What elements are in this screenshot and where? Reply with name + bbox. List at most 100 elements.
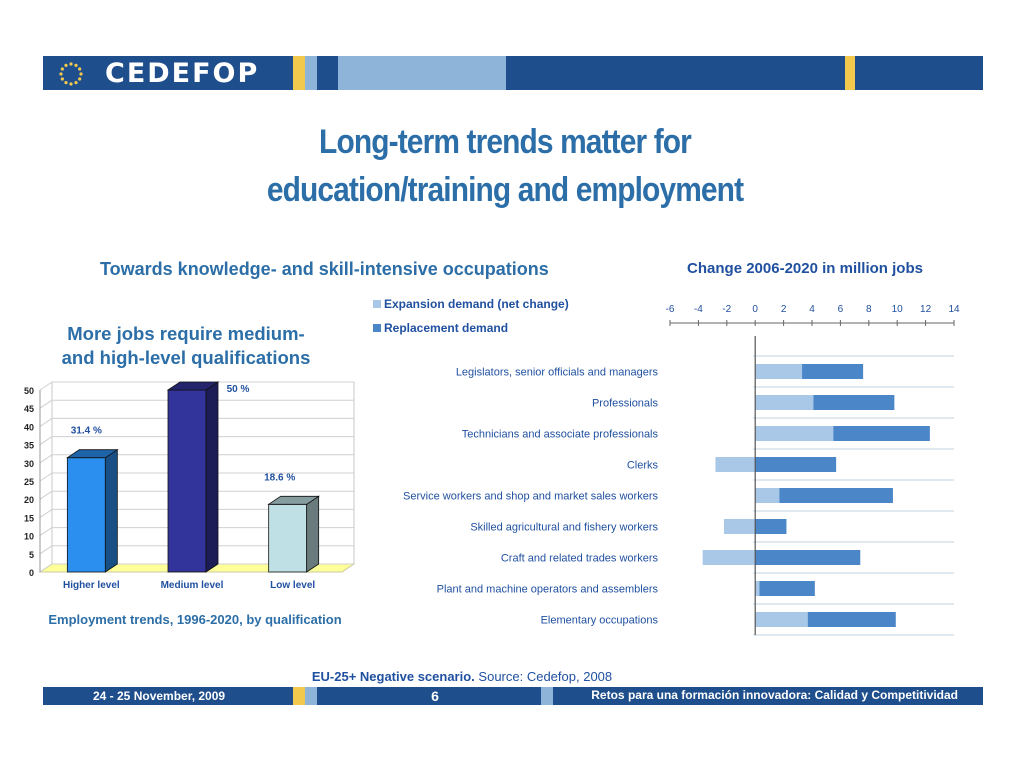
eu-star-icon: [78, 67, 82, 71]
legend-swatch: [373, 324, 381, 332]
expansion-bar: [755, 488, 780, 503]
qualification-bar-chart: 0 5 10 15 20 25 30 35 40 45 50 31.4 % Higher level 50…: [24, 381, 355, 591]
header-light-segment: [305, 56, 317, 90]
x-tick-label: 10: [892, 304, 904, 315]
footer-band: [43, 687, 983, 705]
replacement-bar: [779, 488, 893, 503]
eu-star-icon: [60, 67, 64, 71]
replacement-bar: [833, 426, 930, 441]
legend-swatch: [373, 300, 381, 308]
qualification-heading: More jobs require medium- and high-level…: [40, 322, 332, 370]
page-title: Long-term trends matter for education/tr…: [193, 118, 818, 214]
occupation-label: Craft and related trades workers: [501, 553, 659, 565]
gridline-depth: [39, 490, 53, 500]
legend-entry: Replacement demand: [384, 321, 508, 335]
data-label: 18.6 %: [264, 472, 295, 483]
x-tick-label: 0: [752, 304, 758, 315]
y-tick-label: 25: [24, 477, 34, 487]
bar-top: [166, 381, 220, 391]
footer-light-segment: [305, 687, 317, 705]
y-tick-label: 40: [24, 422, 34, 432]
y-tick-label: 20: [24, 495, 34, 505]
gridline-depth: [39, 472, 53, 482]
x-tick-label: 2: [781, 304, 787, 315]
y-tick-label: 45: [24, 404, 34, 414]
occupation-label: Clerks: [627, 460, 659, 472]
expansion-bar: [755, 364, 803, 379]
x-tick-label: 8: [866, 304, 872, 315]
occupation-label: Professionals: [592, 398, 659, 410]
y-tick-label: 0: [29, 568, 34, 578]
gridline-depth: [39, 563, 53, 573]
footer-light-segment-2: [541, 687, 553, 705]
category-label: Medium level: [161, 580, 224, 591]
footer-event-title: Retos para una formación innovadora: Cal…: [591, 688, 958, 702]
header-light-segment-2: [338, 56, 506, 90]
bar: [167, 389, 207, 573]
page-title-line-1: Long-term trends matter for: [319, 123, 692, 161]
footer-navy-segment-3: [553, 687, 983, 705]
footer-gold-segment: [293, 687, 305, 705]
gridline-depth: [39, 508, 53, 518]
occupation-label: Plant and machine operators and assemble…: [437, 584, 659, 596]
occupation-label: Elementary occupations: [541, 615, 659, 627]
header-gold-segment: [293, 56, 305, 90]
expansion-bar: [755, 426, 834, 441]
header-gold-segment-2: [845, 56, 855, 90]
replacement-bar: [813, 395, 895, 410]
header-logo-segment: [95, 56, 295, 90]
x-tick-label: 14: [948, 304, 960, 315]
footer-date: 24 - 25 November, 2009: [93, 689, 226, 703]
source-text: Source: Cedefop, 2008: [478, 669, 613, 684]
eu-star-icon: [74, 81, 78, 85]
bar-side: [104, 448, 118, 573]
header-band: [43, 56, 983, 90]
header-navy-segment: [43, 56, 95, 90]
section-heading: Towards knowledge- and skill-intensive o…: [100, 259, 549, 279]
expansion-bar: [755, 395, 814, 410]
qualification-heading-line-1: More jobs require medium-: [67, 323, 305, 344]
bar: [66, 457, 106, 573]
y-tick-label: 5: [29, 550, 34, 560]
y-tick-label: 10: [24, 532, 34, 542]
footer-navy-segment-2: [317, 687, 541, 705]
replacement-bar: [759, 581, 815, 596]
expansion-bar: [755, 612, 808, 627]
gridline-depth: [39, 527, 53, 537]
x-tick-label: -2: [722, 304, 731, 315]
page-title-line-2: education/training and employment: [266, 171, 744, 209]
x-tick-label: 12: [920, 304, 932, 315]
qualification-heading-line-2: and high-level qualifications: [61, 347, 311, 368]
occupation-change-chart: -6 -4 -2 0 2 4 6 8 10 12 14 Expansion demand (net c…: [373, 297, 960, 636]
header-navy-segment-4: [855, 56, 983, 90]
replacement-bar: [807, 612, 896, 627]
legend-entry: Expansion demand (net change): [384, 297, 569, 311]
eu-star-icon: [78, 77, 82, 81]
occupation-label: Service workers and shop and market sale…: [403, 491, 658, 503]
bar-side: [205, 381, 219, 573]
category-label: Low level: [270, 580, 315, 591]
eu-star-icon: [64, 81, 68, 85]
scenario-note: EU-25+ Negative scenario.: [311, 669, 475, 684]
category-label: Higher level: [63, 580, 120, 591]
occupation-label: Technicians and associate professionals: [462, 429, 659, 441]
replacement-bar: [755, 550, 861, 565]
y-tick-label: 50: [24, 386, 34, 396]
x-tick-label: 6: [838, 304, 844, 315]
qualification-chart-caption: Employment trends, 1996-2020, by qualifi…: [48, 612, 342, 627]
eu-star-icon: [74, 63, 78, 67]
gridline-depth: [39, 436, 53, 446]
bar-side: [306, 495, 320, 573]
header-navy-segment-2: [317, 56, 338, 90]
source-note: EU-25+ Negative scenario. Source: Cedefo…: [230, 669, 694, 684]
x-tick-label: -6: [666, 304, 675, 315]
y-tick-label: 30: [24, 459, 34, 469]
occupation-label: Skilled agricultural and fishery workers: [470, 522, 658, 534]
replacement-bar: [755, 519, 787, 534]
occupation-label: Legislators, senior officials and manage…: [456, 367, 659, 379]
replacement-bar: [755, 457, 837, 472]
bar-top: [66, 449, 119, 459]
eu-star-icon: [69, 62, 73, 66]
y-tick-label: 35: [24, 441, 34, 451]
footer-navy-segment: [43, 687, 293, 705]
